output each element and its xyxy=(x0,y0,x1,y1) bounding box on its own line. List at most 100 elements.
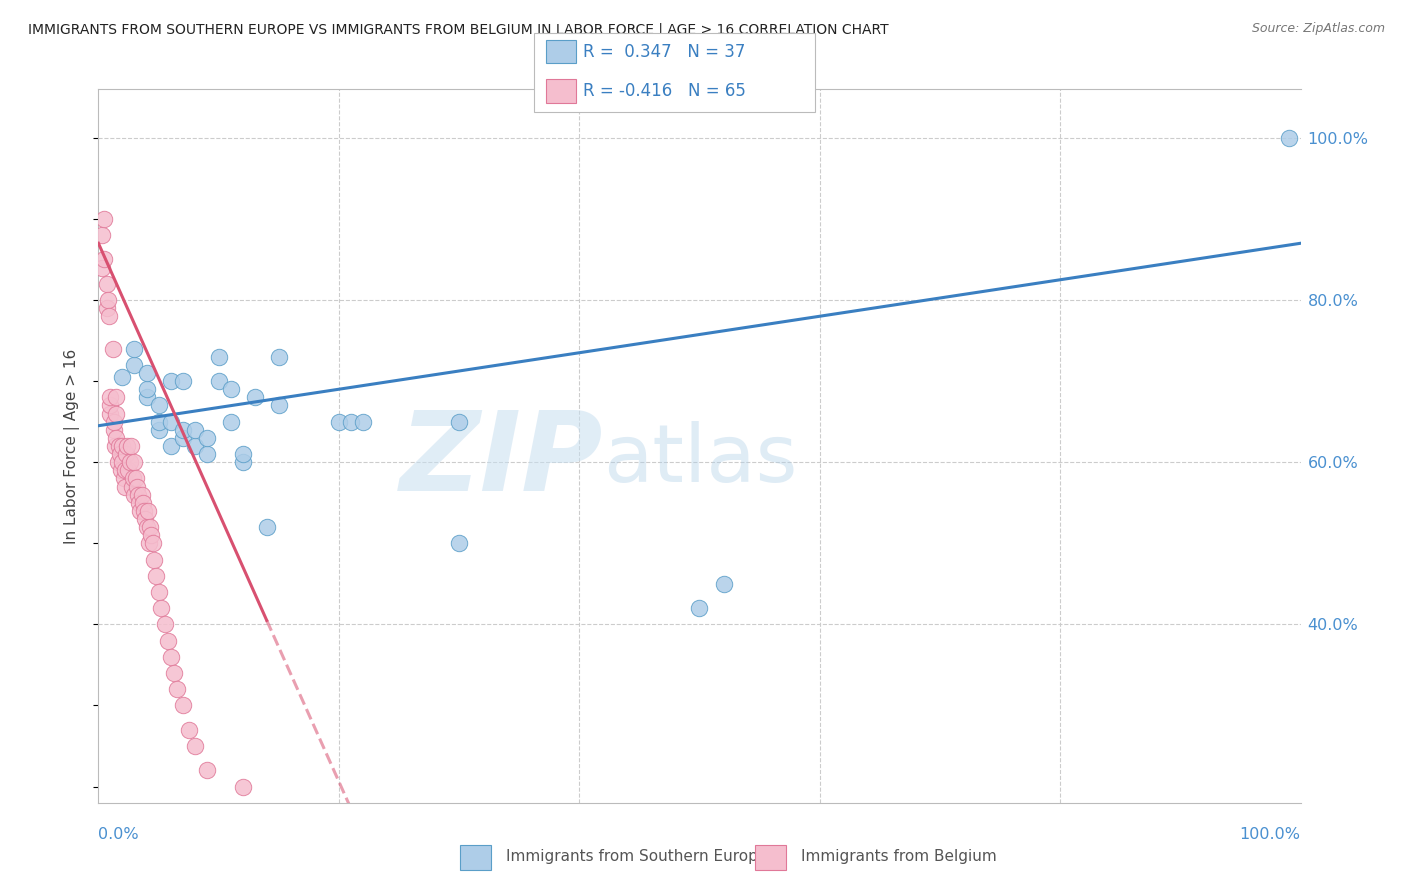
Point xyxy=(1277,131,1299,145)
Point xyxy=(166,682,188,697)
Text: atlas: atlas xyxy=(603,421,797,500)
Point xyxy=(117,463,139,477)
Point xyxy=(104,439,127,453)
Y-axis label: In Labor Force | Age > 16: In Labor Force | Age > 16 xyxy=(63,349,80,543)
Point xyxy=(125,471,148,485)
Point xyxy=(120,439,142,453)
Point xyxy=(139,520,162,534)
Point xyxy=(107,455,129,469)
Text: R =  0.347   N = 37: R = 0.347 N = 37 xyxy=(583,43,745,61)
Point xyxy=(112,471,135,485)
Point xyxy=(121,479,143,493)
Point xyxy=(267,350,290,364)
Point xyxy=(159,649,181,664)
Point xyxy=(131,488,153,502)
Point xyxy=(447,536,470,550)
Text: ZIP: ZIP xyxy=(399,407,603,514)
Point xyxy=(195,431,218,445)
Point xyxy=(110,463,132,477)
Point xyxy=(177,723,200,737)
Point xyxy=(352,415,374,429)
Text: Source: ZipAtlas.com: Source: ZipAtlas.com xyxy=(1251,22,1385,36)
Point xyxy=(100,390,122,404)
Point xyxy=(108,439,131,453)
Point xyxy=(127,488,149,502)
Point xyxy=(183,423,205,437)
Point xyxy=(98,310,121,324)
Point xyxy=(135,390,157,404)
Text: 0.0%: 0.0% xyxy=(98,827,139,841)
Point xyxy=(172,374,194,388)
Point xyxy=(183,439,205,453)
Point xyxy=(124,455,146,469)
Point xyxy=(232,455,254,469)
Point xyxy=(713,577,735,591)
Point xyxy=(111,455,134,469)
Point xyxy=(142,552,165,566)
Point xyxy=(100,399,122,413)
Text: IMMIGRANTS FROM SOUTHERN EUROPE VS IMMIGRANTS FROM BELGIUM IN LABOR FORCE | AGE : IMMIGRANTS FROM SOUTHERN EUROPE VS IMMIG… xyxy=(28,22,889,37)
Point xyxy=(172,423,194,437)
Point xyxy=(91,260,114,275)
Point xyxy=(256,520,278,534)
Point xyxy=(148,423,170,437)
Point xyxy=(208,374,231,388)
Point xyxy=(117,439,139,453)
Point xyxy=(232,780,254,794)
Text: Immigrants from Southern Europe: Immigrants from Southern Europe xyxy=(506,849,768,863)
Point xyxy=(93,252,115,267)
Point xyxy=(129,504,152,518)
Point xyxy=(96,301,118,315)
Point xyxy=(159,415,181,429)
Point xyxy=(145,568,167,582)
Point xyxy=(118,455,141,469)
Point xyxy=(125,479,148,493)
Point xyxy=(689,601,711,615)
Point xyxy=(124,488,146,502)
Point xyxy=(91,228,114,243)
Point xyxy=(124,358,146,372)
Point xyxy=(135,366,157,380)
Point xyxy=(132,504,155,518)
Point xyxy=(157,633,180,648)
Point xyxy=(105,390,128,404)
Point xyxy=(153,617,176,632)
Point xyxy=(103,415,125,429)
Point xyxy=(108,447,131,461)
Text: 100.0%: 100.0% xyxy=(1240,827,1301,841)
Point xyxy=(134,512,156,526)
Point xyxy=(172,431,194,445)
Point xyxy=(447,415,470,429)
Point xyxy=(132,496,155,510)
Point xyxy=(183,739,205,753)
Point xyxy=(148,585,170,599)
Point xyxy=(115,447,138,461)
Point xyxy=(124,342,146,356)
Point xyxy=(267,399,290,413)
Point xyxy=(243,390,266,404)
Point xyxy=(128,496,150,510)
Text: R = -0.416   N = 65: R = -0.416 N = 65 xyxy=(583,82,747,100)
Point xyxy=(148,399,170,413)
Point xyxy=(105,431,128,445)
Point xyxy=(114,479,136,493)
Point xyxy=(103,423,125,437)
Text: Immigrants from Belgium: Immigrants from Belgium xyxy=(801,849,997,863)
Point xyxy=(97,293,120,307)
Point xyxy=(219,415,242,429)
Point xyxy=(138,536,160,550)
Point xyxy=(105,407,128,421)
Point xyxy=(340,415,363,429)
Point xyxy=(96,277,118,291)
Point xyxy=(135,520,157,534)
Point xyxy=(159,439,181,453)
Point xyxy=(141,536,163,550)
Point xyxy=(195,447,218,461)
Point xyxy=(148,415,170,429)
Point xyxy=(208,350,231,364)
Point xyxy=(122,471,145,485)
Point xyxy=(163,666,186,681)
Point xyxy=(100,407,122,421)
Point xyxy=(328,415,350,429)
Point xyxy=(135,382,157,396)
